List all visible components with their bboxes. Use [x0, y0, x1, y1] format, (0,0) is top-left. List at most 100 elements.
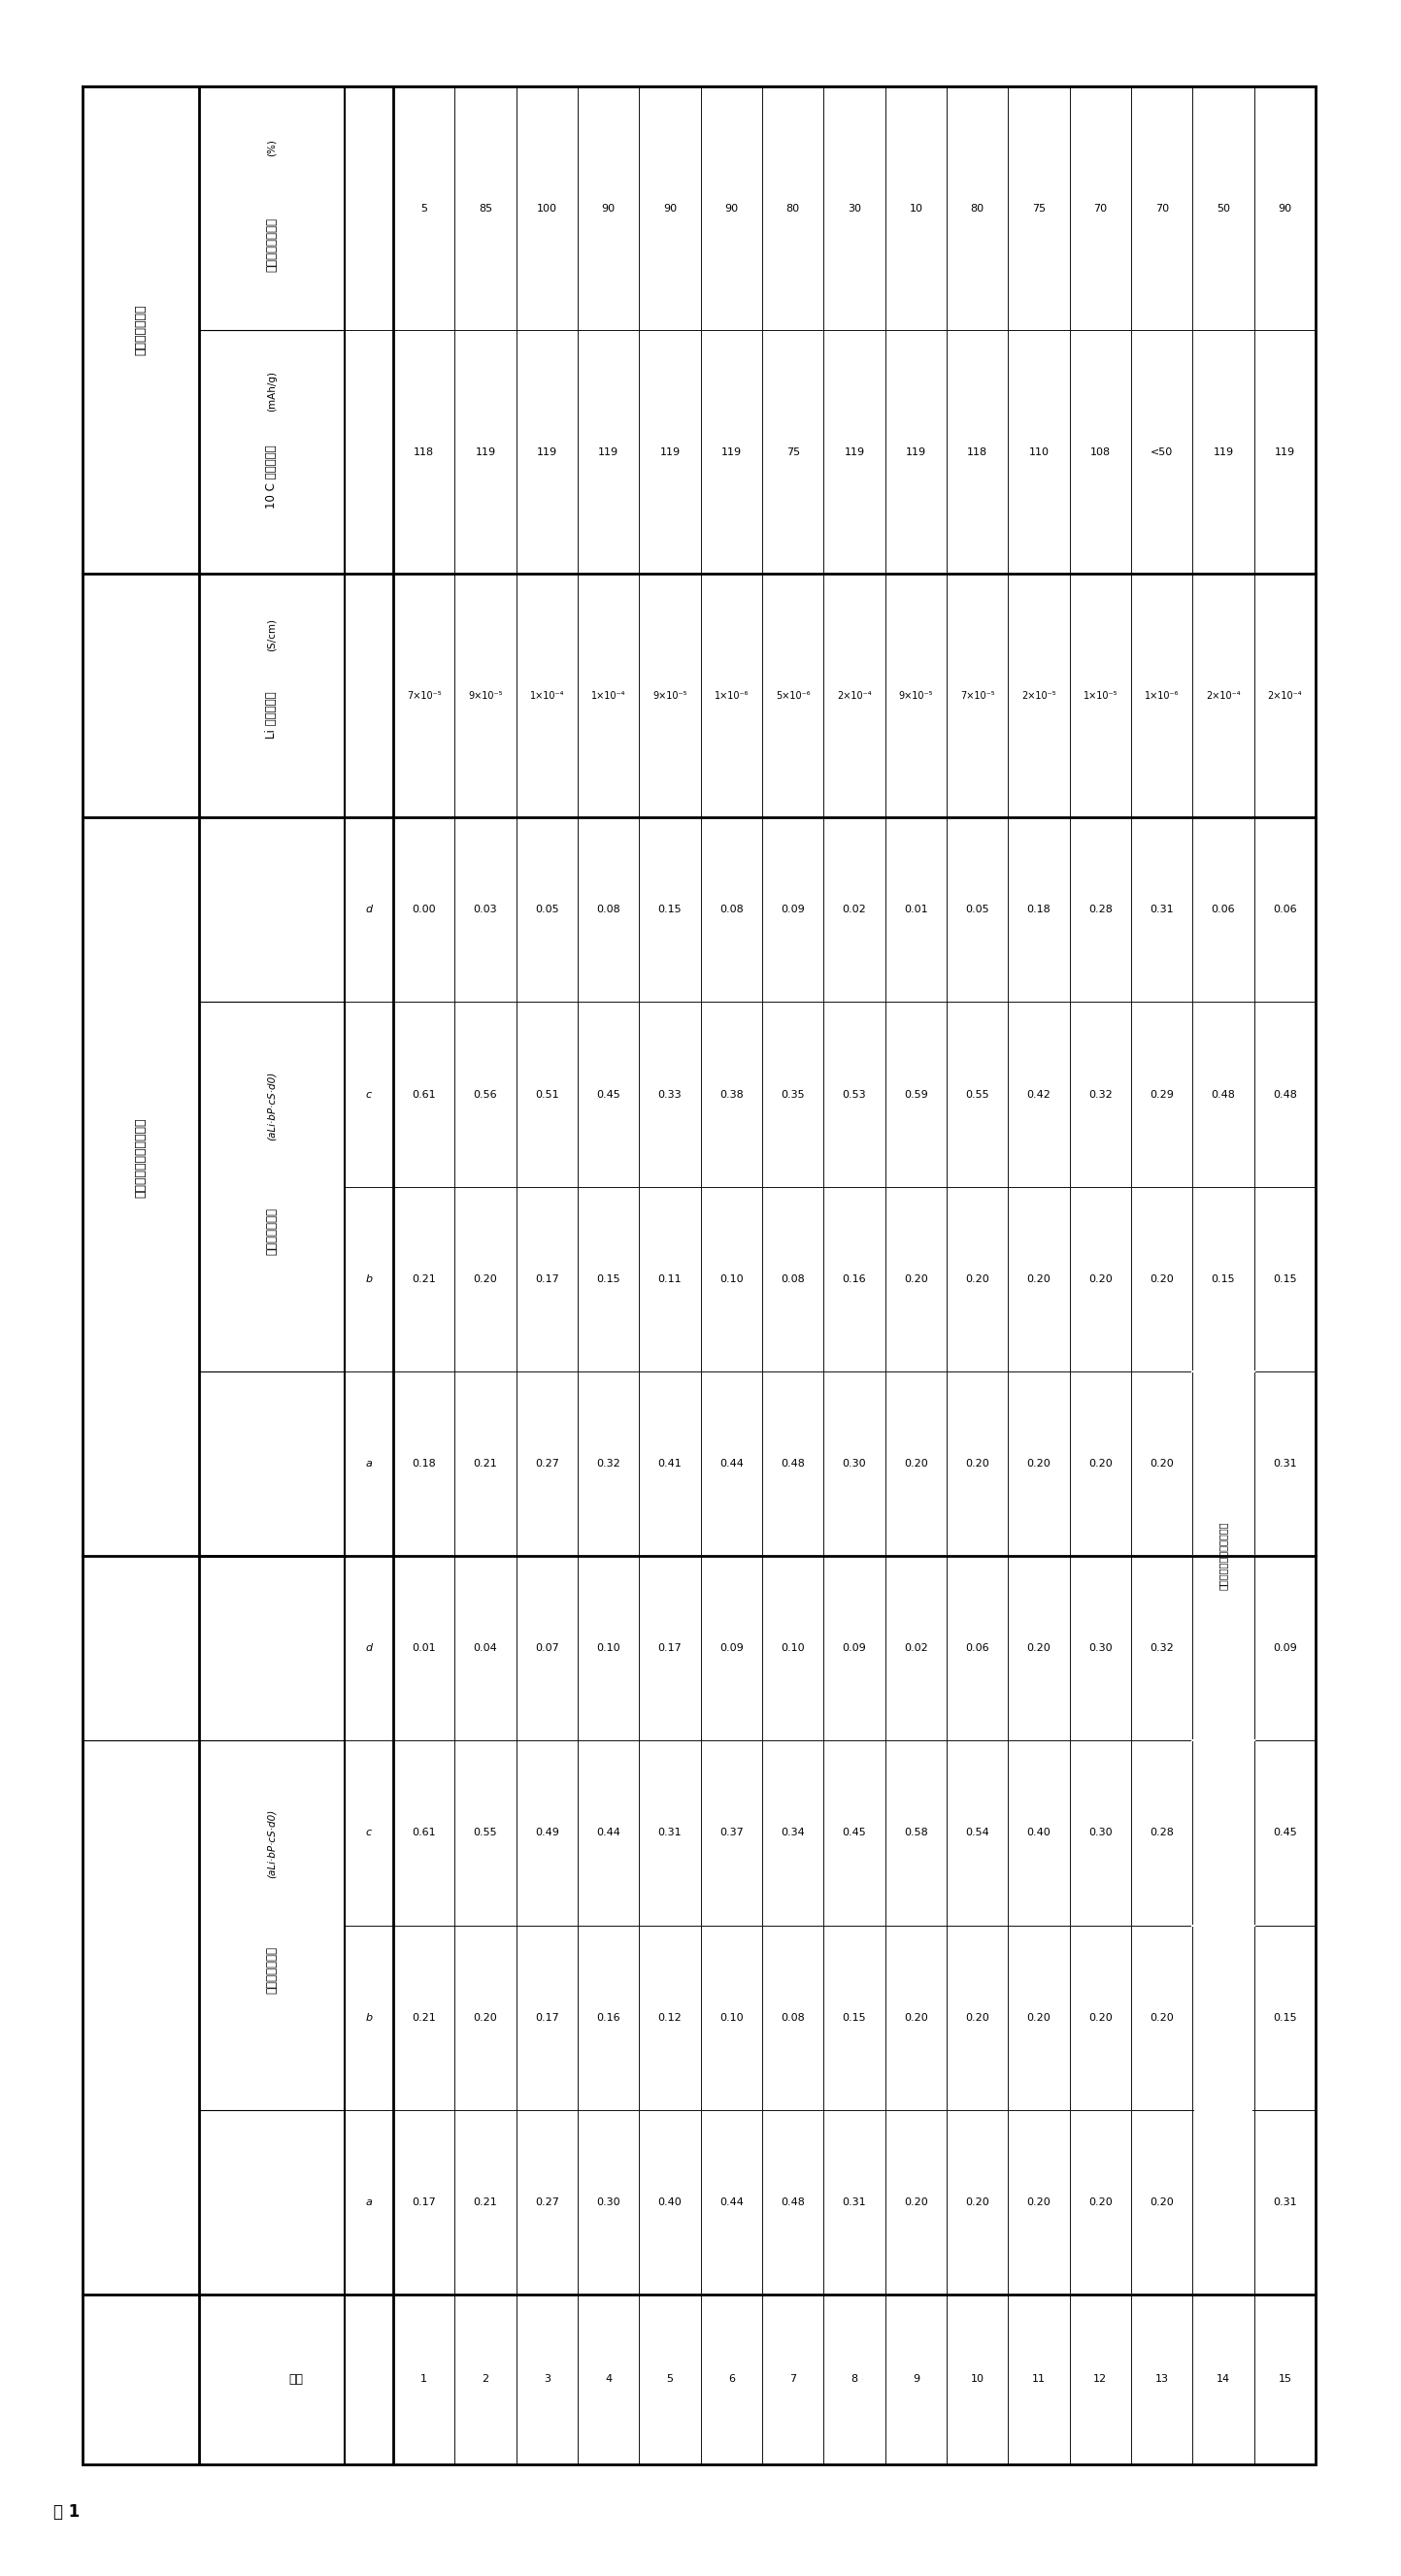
Bar [1069, 1741, 1131, 1924]
Bar [455, 2295, 516, 2465]
Text: 0.17: 0.17 [658, 1643, 682, 1654]
Bar [885, 1556, 947, 1741]
Text: 10 C 时的比容量: 10 C 时的比容量 [266, 446, 279, 507]
Text: 0.10: 0.10 [720, 1275, 744, 1283]
Text: 8: 8 [850, 2375, 857, 2385]
Text: (S/cm): (S/cm) [268, 618, 277, 652]
Bar [1195, 2110, 1252, 2293]
Text: 0.30: 0.30 [1089, 1829, 1112, 1837]
Text: d: d [366, 1643, 373, 1654]
Bar [700, 817, 762, 1002]
Bar [1009, 1556, 1069, 1741]
Bar [1192, 1370, 1254, 1556]
Text: 80: 80 [786, 204, 800, 214]
Bar [1254, 574, 1316, 817]
Text: 119: 119 [475, 448, 496, 456]
Text: 0.56: 0.56 [474, 1090, 497, 1100]
Text: 2×10⁻⁴: 2×10⁻⁴ [1206, 690, 1241, 701]
Text: 0.20: 0.20 [474, 1275, 497, 1283]
Bar [455, 1002, 516, 1188]
Text: 2×10⁻⁴: 2×10⁻⁴ [836, 690, 871, 701]
Text: 1×10⁻⁴: 1×10⁻⁴ [591, 690, 626, 701]
Bar [83, 88, 1316, 2465]
Text: 0.03: 0.03 [474, 904, 497, 914]
Bar [1131, 2110, 1192, 2295]
Bar [1009, 1741, 1069, 1924]
Bar [1254, 330, 1316, 574]
Bar [577, 2110, 639, 2295]
Bar [947, 1370, 1009, 1556]
Bar [455, 1188, 516, 1370]
Text: 118: 118 [967, 448, 988, 456]
Text: 0.20: 0.20 [904, 2197, 927, 2208]
Text: 0.06: 0.06 [1274, 904, 1297, 914]
Text: 0.15: 0.15 [1274, 1275, 1297, 1283]
Text: 0.49: 0.49 [535, 1829, 559, 1837]
Text: 30: 30 [848, 204, 862, 214]
Text: 0.37: 0.37 [719, 1829, 744, 1837]
Text: 0.21: 0.21 [412, 2012, 436, 2022]
Bar [394, 574, 455, 817]
Bar [577, 1188, 639, 1370]
Text: 0.40: 0.40 [658, 2197, 682, 2208]
Bar [455, 1924, 516, 2110]
Bar [516, 2295, 577, 2465]
Bar [455, 1741, 516, 1924]
Bar [947, 1924, 1009, 2110]
Text: 2×10⁻⁴: 2×10⁻⁴ [1268, 690, 1302, 701]
Bar [639, 1556, 700, 1741]
Text: 0.31: 0.31 [1274, 1458, 1297, 1468]
Bar [516, 1188, 577, 1370]
Text: 0.45: 0.45 [597, 1090, 621, 1100]
Bar [345, 1370, 394, 1556]
Bar [762, 1556, 824, 1741]
Text: 0.27: 0.27 [535, 1458, 559, 1468]
Bar [1192, 817, 1254, 1002]
Text: 119: 119 [845, 448, 864, 456]
Bar [639, 88, 700, 330]
Text: 0.04: 0.04 [1212, 1643, 1236, 1654]
Text: 0.20: 0.20 [1089, 1275, 1112, 1283]
Text: 108: 108 [1090, 448, 1111, 456]
Bar [1131, 1924, 1192, 2110]
Bar [1069, 2110, 1131, 2295]
Text: 0.33: 0.33 [658, 1090, 682, 1100]
Text: 4: 4 [605, 2375, 612, 2385]
Text: 75: 75 [786, 448, 800, 456]
Text: 118: 118 [413, 448, 434, 456]
Bar [1192, 330, 1254, 574]
Bar [1009, 1370, 1069, 1556]
Bar [1192, 2110, 1254, 2295]
Text: 0.08: 0.08 [597, 904, 621, 914]
Text: 可搭载产品的产率: 可搭载产品的产率 [266, 216, 279, 273]
Text: 85: 85 [479, 204, 492, 214]
Text: 1: 1 [420, 2375, 427, 2385]
Text: 0.01: 0.01 [412, 1643, 436, 1654]
Text: 0.17: 0.17 [535, 2012, 559, 2022]
Text: 0.28: 0.28 [1150, 1829, 1174, 1837]
Text: 90: 90 [724, 204, 738, 214]
Text: 0.31: 0.31 [1150, 904, 1174, 914]
Text: 119: 119 [598, 448, 619, 456]
Bar [947, 817, 1009, 1002]
Text: 1×10⁻⁶: 1×10⁻⁶ [715, 690, 748, 701]
Text: 0.20: 0.20 [474, 2012, 497, 2022]
Bar [947, 1188, 1009, 1370]
Text: 0.20: 0.20 [1150, 1275, 1174, 1283]
Bar [577, 1002, 639, 1188]
Text: 0.55: 0.55 [965, 1090, 989, 1100]
Text: 70: 70 [1154, 204, 1168, 214]
Bar [824, 1556, 885, 1741]
Bar [885, 1370, 947, 1556]
Bar [455, 1556, 516, 1741]
Text: 0.54: 0.54 [965, 1829, 989, 1837]
Bar [199, 1002, 345, 1370]
Bar [345, 817, 394, 1002]
Text: 0.55: 0.55 [1212, 1829, 1236, 1837]
Bar [83, 574, 199, 1741]
Bar [1009, 574, 1069, 817]
Bar [885, 1002, 947, 1188]
Bar [700, 2110, 762, 2295]
Text: 0.20: 0.20 [1150, 2012, 1174, 2022]
Bar [394, 1370, 455, 1556]
